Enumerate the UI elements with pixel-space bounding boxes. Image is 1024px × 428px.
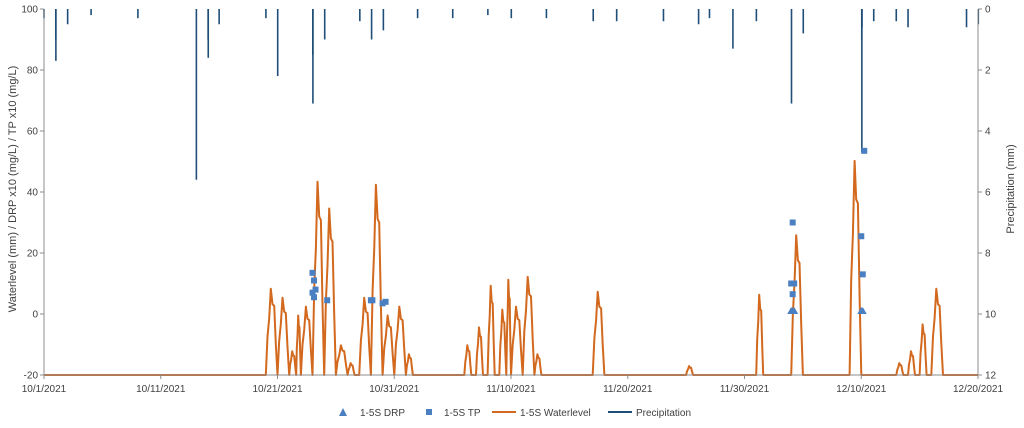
x-tick-label: 11/30/2021 <box>720 384 770 395</box>
legend-triangle-icon <box>339 408 347 416</box>
drp-point <box>858 306 867 314</box>
legend-label-precipitation: Precipitation <box>636 408 691 419</box>
x-tick-label: 10/11/2021 <box>136 384 186 395</box>
tp-point <box>788 280 795 287</box>
x-tick-label: 10/21/2021 <box>252 384 302 395</box>
y-left-tick-label: 100 <box>21 5 38 16</box>
tp-point <box>309 269 316 276</box>
y-left-axis-title: Waterlevel (mm) / DRP x10 (mg/L) / TP x1… <box>7 66 19 313</box>
tp-point <box>324 297 331 304</box>
axes <box>40 8 982 379</box>
y-left-tick-label: 60 <box>27 127 39 138</box>
legend-item-drp: 1-5S DRP <box>339 408 405 419</box>
legend-label-tp: 1-5S TP <box>444 408 481 419</box>
legend-item-precipitation: Precipitation <box>608 408 691 419</box>
legend-item-waterlevel: 1-5S Waterlevel <box>492 408 591 419</box>
tp-point <box>311 277 318 284</box>
y-right-tick-label: 0 <box>985 5 991 16</box>
y-left-tick-label: 40 <box>27 188 39 199</box>
x-tick-label: 11/10/2021 <box>486 384 536 395</box>
tp-point <box>861 147 868 154</box>
marker-series <box>309 147 868 314</box>
x-tick-label: 12/20/2021 <box>953 384 1003 395</box>
drp-point <box>790 306 799 314</box>
waterlevel-line <box>44 159 978 376</box>
tp-point <box>379 300 386 307</box>
tp-point <box>859 271 866 278</box>
y-left-tick-label: 0 <box>32 310 38 321</box>
tp-point <box>311 294 318 301</box>
y-right-tick-label: 10 <box>985 310 997 321</box>
tick-labels: -20 0 20 40 60 80 100 0 2 4 6 8 10 12 10/1/2021 10/11/2… <box>21 5 1003 396</box>
y-left-tick-label: 80 <box>27 66 39 77</box>
y-right-tick-label: 6 <box>985 188 991 199</box>
y-left-tick-label: -20 <box>24 371 39 382</box>
tp-point <box>858 233 865 240</box>
x-tick-label: 10/31/2021 <box>369 384 419 395</box>
legend-label-waterlevel: 1-5S Waterlevel <box>520 408 591 419</box>
waterlevel-series <box>44 159 978 376</box>
legend-item-tp: 1-5S TP <box>426 408 481 419</box>
tp-point <box>309 289 316 296</box>
x-tick-label: 11/20/2021 <box>603 384 653 395</box>
y-left-tick-label: 20 <box>27 249 39 260</box>
tp-point <box>789 291 796 298</box>
y-right-tick-label: 12 <box>985 371 997 382</box>
legend-label-drp: 1-5S DRP <box>360 408 405 419</box>
y-right-tick-label: 2 <box>985 66 991 77</box>
x-tick-label: 10/1/2021 <box>22 384 67 395</box>
y-right-tick-label: 4 <box>985 127 991 138</box>
tp-point <box>312 286 319 293</box>
x-tick-label: 12/10/2021 <box>836 384 886 395</box>
legend-square-icon <box>426 409 432 415</box>
tp-point <box>369 297 376 304</box>
y-right-tick-label: 8 <box>985 249 991 260</box>
legend: 1-5S DRP 1-5S TP 1-5S Waterlevel Precipi… <box>339 408 691 419</box>
y-right-axis-title: Precipitation (mm) <box>1005 144 1017 233</box>
tp-point <box>789 219 796 226</box>
precipitation-series <box>43 9 980 180</box>
